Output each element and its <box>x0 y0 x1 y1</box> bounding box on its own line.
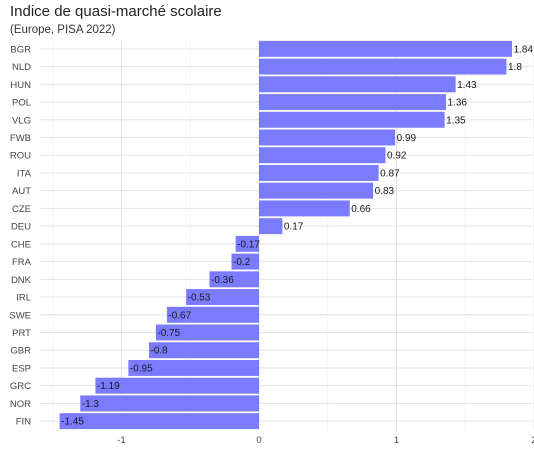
value-label: 0.87 <box>380 168 400 179</box>
value-label: -0.75 <box>157 328 180 339</box>
x-tick-label: 2 <box>531 435 534 446</box>
value-label: -0.95 <box>130 363 153 374</box>
x-tick-label: 0 <box>256 435 261 446</box>
bar-fra <box>231 253 259 270</box>
y-tick-labels: BGR NLD HUN POL VLG FWB ROU ITA AUT CZE DEU CHE FRA D… <box>9 44 31 427</box>
y-tick-label: DNK <box>11 275 32 286</box>
value-label: -0.2 <box>233 257 251 268</box>
y-tick-label: ITA <box>17 168 32 179</box>
chart-subtitle: (Europe, PISA 2022) <box>10 24 116 36</box>
value-label: -0.17 <box>237 239 260 250</box>
y-tick-label: CHE <box>11 239 31 250</box>
chart-title: Indice de quasi-marché scolaire <box>10 3 222 20</box>
value-label: -0.67 <box>168 310 191 321</box>
value-label: 0.83 <box>375 186 395 197</box>
y-tick-label: ROU <box>10 151 31 162</box>
bar-gbr <box>149 342 259 359</box>
y-tick-label: FWB <box>10 133 31 144</box>
bar-swe <box>166 306 259 323</box>
y-tick-label: SWE <box>9 310 31 321</box>
y-tick-label: IRL <box>16 293 31 304</box>
bar-fin <box>59 413 259 430</box>
y-tick-label: FIN <box>16 417 31 428</box>
bar-deu <box>259 218 283 235</box>
value-label: 1.36 <box>448 98 468 109</box>
bar-ita <box>259 164 379 181</box>
value-labels: 1.84 1.8 1.43 1.36 1.35 0.99 0.92 0.87 0.83 0.66 0… <box>61 44 533 427</box>
y-tick-label: CZE <box>12 204 31 215</box>
y-tick-label: PRT <box>12 328 31 339</box>
value-label: 1.35 <box>446 115 466 126</box>
y-tick-label: BGR <box>10 44 31 55</box>
bar-bgr <box>259 40 512 57</box>
y-tick-label: GRC <box>10 381 31 392</box>
bar-vlg <box>259 111 445 128</box>
bar-che <box>235 235 259 252</box>
value-label: -0.36 <box>211 275 234 286</box>
y-tick-label: HUN <box>10 80 31 91</box>
value-label: -0.8 <box>151 346 169 357</box>
y-tick-label: ESP <box>12 363 31 374</box>
bar-nor <box>80 395 259 412</box>
value-label: 1.84 <box>514 44 534 55</box>
value-label: -1.3 <box>82 399 100 410</box>
bar-prt <box>155 324 259 341</box>
value-label: 0.17 <box>284 222 304 233</box>
bars <box>59 40 512 430</box>
value-label: -0.53 <box>188 293 211 304</box>
bar-grc <box>95 377 259 394</box>
value-label: 0.99 <box>397 133 417 144</box>
value-label: 0.66 <box>351 204 371 215</box>
y-tick-label: NOR <box>10 399 31 410</box>
bar-dnk <box>209 271 259 288</box>
y-tick-label: FRA <box>12 257 32 268</box>
y-tick-label: NLD <box>12 62 31 73</box>
value-label: -1.19 <box>97 381 120 392</box>
bar-fwb <box>259 129 396 146</box>
y-tick-label: VLG <box>12 115 31 126</box>
y-tick-label: POL <box>12 98 31 109</box>
bar-nld <box>259 58 507 75</box>
bar-hun <box>259 76 456 93</box>
x-tick-label: 1 <box>394 435 399 446</box>
bar-irl <box>186 289 259 306</box>
value-label: 1.8 <box>508 62 522 73</box>
x-tick-labels: -1 0 1 2 <box>117 435 534 446</box>
bar-aut <box>259 182 374 199</box>
value-label: 0.92 <box>387 151 407 162</box>
bar-pol <box>259 94 446 111</box>
value-label: 1.43 <box>457 80 477 91</box>
bar-rou <box>259 147 386 164</box>
bar-cze <box>259 200 350 217</box>
value-label: -1.45 <box>61 417 84 428</box>
bar-esp <box>128 359 259 376</box>
x-tick-label: -1 <box>117 435 125 446</box>
y-tick-label: AUT <box>12 186 31 197</box>
y-tick-label: DEU <box>11 222 31 233</box>
y-tick-label: GBR <box>10 346 31 357</box>
